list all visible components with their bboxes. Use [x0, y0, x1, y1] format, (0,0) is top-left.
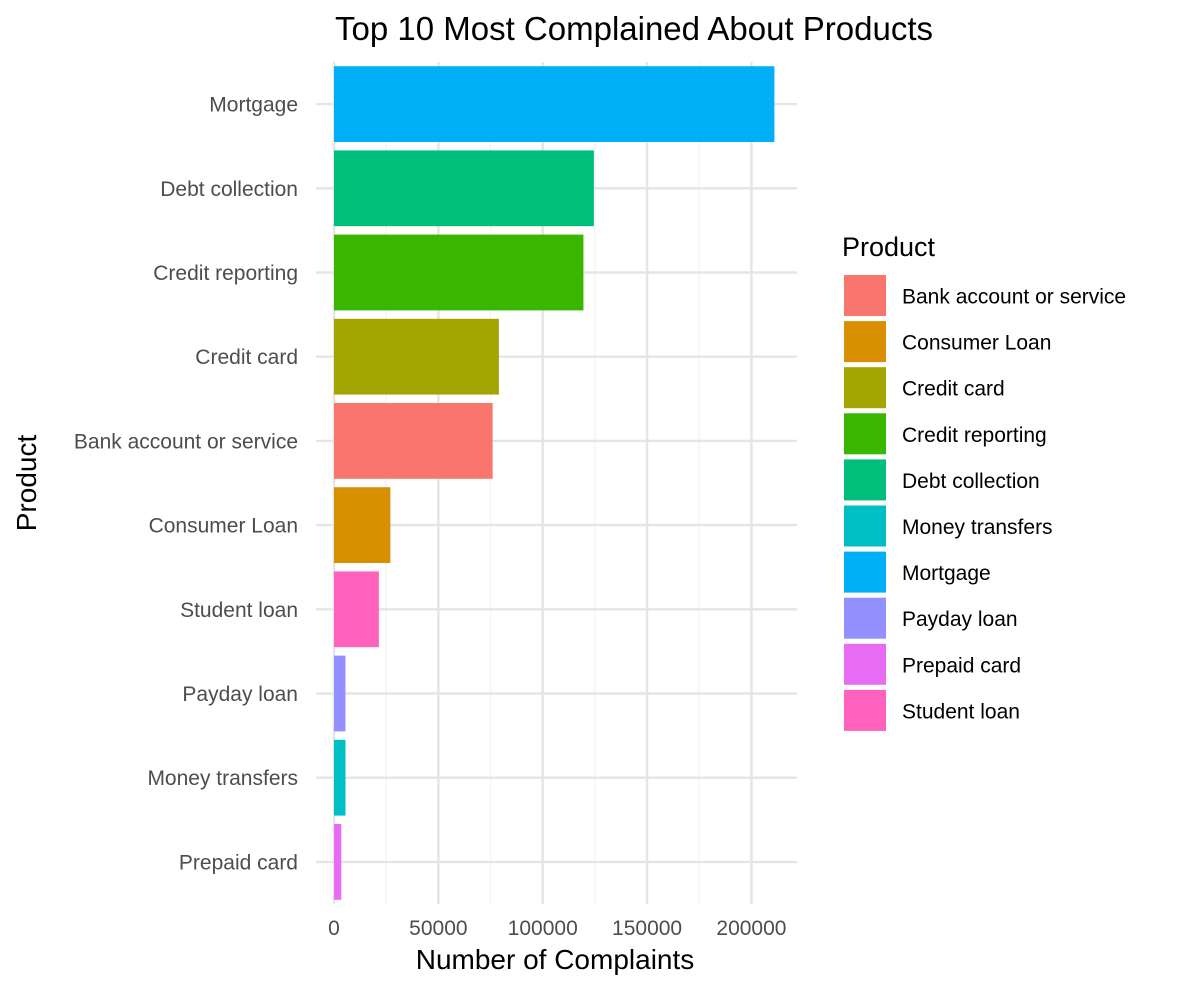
y-axis-title: Product [11, 435, 42, 532]
legend-label: Credit card [902, 378, 1005, 401]
x-tick-label: 0 [328, 917, 340, 940]
bars [334, 66, 775, 900]
legend-label: Debt collection [902, 470, 1040, 493]
legend-swatch [844, 413, 886, 455]
y-tick-label: Mortgage [209, 94, 298, 117]
legend-swatch [844, 321, 886, 363]
legend-label: Consumer Loan [902, 332, 1051, 355]
x-tick-label: 200000 [716, 917, 786, 940]
bar-student-loan [334, 571, 379, 648]
legend-swatch [844, 551, 886, 593]
y-tick-label: Credit reporting [153, 262, 298, 285]
y-tick-label: Credit card [195, 346, 298, 369]
x-tick-label: 150000 [612, 917, 682, 940]
legend-swatch [844, 459, 886, 501]
bar-mortgage [334, 66, 775, 142]
legend-swatch [844, 643, 886, 685]
bar-bank-account-or-service [334, 403, 493, 479]
legend-label: Mortgage [902, 562, 991, 585]
legend-swatch [844, 505, 886, 547]
legend-label: Payday loan [902, 608, 1018, 631]
chart-title: Top 10 Most Complained About Products [335, 10, 933, 47]
y-tick-label: Payday loan [182, 683, 298, 706]
legend-swatch [844, 597, 886, 639]
y-tick-label: Money transfers [147, 767, 298, 790]
legend-swatch [844, 275, 886, 316]
y-tick-label: Consumer Loan [149, 515, 298, 538]
legend-label: Bank account or service [902, 286, 1126, 309]
bar-payday-loan [334, 655, 346, 732]
x-tick-labels: 0 50000 100000 150000 200000 [328, 917, 786, 940]
legend-swatch [844, 689, 886, 731]
x-axis-title: Number of Complaints [416, 944, 695, 975]
legend: Product Bank account or service Consumer … [842, 232, 1126, 731]
legend-label: Money transfers [902, 516, 1053, 539]
legend-label: Prepaid card [902, 654, 1021, 677]
bar-credit-card [334, 318, 499, 395]
bar-prepaid-card [334, 824, 342, 900]
legend-label: Credit reporting [902, 424, 1047, 447]
y-tick-label: Bank account or service [74, 430, 298, 453]
y-tick-label: Debt collection [160, 178, 298, 201]
legend-title: Product [842, 232, 936, 262]
legend-label: Student loan [902, 700, 1020, 723]
legend-swatch [844, 367, 886, 409]
y-tick-label: Prepaid card [179, 851, 298, 874]
y-tick-labels: Mortgage Debt collection Credit reporting C… [74, 94, 298, 875]
x-tick-label: 100000 [508, 917, 578, 940]
bar-consumer-loan [334, 487, 391, 563]
y-tick-label: Student loan [180, 599, 298, 622]
bar-debt-collection [334, 150, 594, 227]
bar-money-transfers [334, 739, 346, 816]
x-tick-label: 50000 [409, 917, 467, 940]
bar-credit-reporting [334, 234, 584, 311]
